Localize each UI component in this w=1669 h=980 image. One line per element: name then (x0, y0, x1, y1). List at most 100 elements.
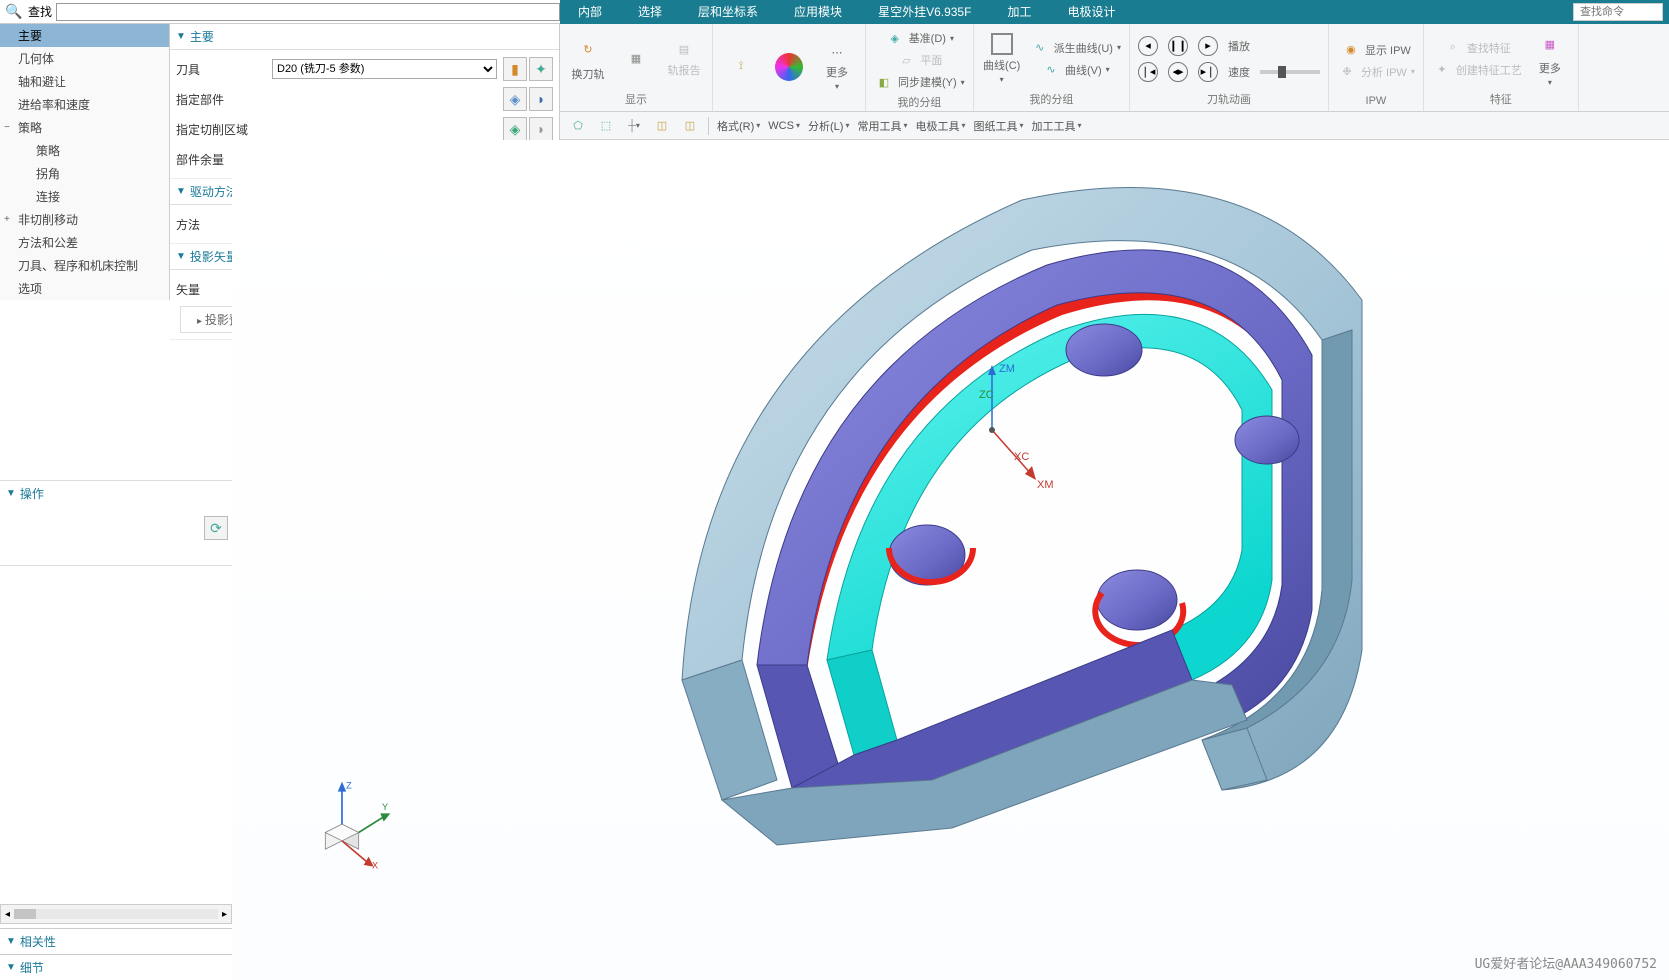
collapse-icon[interactable]: − (4, 122, 14, 133)
box2-icon[interactable]: ◫ (680, 116, 700, 136)
common-tools-menu[interactable]: 常用工具▾ (857, 118, 907, 134)
menu-item[interactable]: 应用模块 (776, 0, 860, 24)
speed-slider[interactable] (1260, 70, 1320, 74)
svg-text:Y: Y (382, 802, 388, 812)
navigation-tree: 主要 几何体 轴和避让 进给率和速度 −策略 策略 拐角 连接 +非切削移动 方… (0, 24, 170, 300)
tree-item-geometry[interactable]: 几何体 (0, 47, 169, 70)
ribbon-group-display: ↻换刀轨 ▦ ▤轨报告 显示 (560, 24, 713, 111)
pause-icon[interactable]: ❙❙ (1168, 36, 1188, 56)
tree-item-noncut[interactable]: +非切削移动 (0, 208, 169, 231)
details-panel-header[interactable]: ▼细节 (0, 954, 232, 980)
tool-icon-2[interactable]: ✦ (529, 57, 553, 81)
report-button: ▤轨报告 (664, 40, 704, 78)
tool-icon-1[interactable]: ▮ (503, 57, 527, 81)
tree-item-strategy-sub[interactable]: 策略 (0, 139, 169, 162)
tree-item-options[interactable]: 选项 (0, 277, 169, 300)
play-icon[interactable]: ▸ (1198, 36, 1218, 56)
part-flash-icon[interactable]: ◗ (529, 87, 553, 111)
svg-text:X: X (372, 860, 378, 870)
svg-text:Z: Z (346, 780, 352, 790)
cut-flash-icon[interactable]: ◗ (529, 117, 553, 141)
ribbon-group-ipw: ◉显示 IPW ❉分析 IPW▾ IPW (1329, 24, 1424, 111)
svg-text:XM: XM (1037, 479, 1054, 491)
section-main-header[interactable]: ▼主要 (170, 24, 559, 50)
menu-item[interactable]: 电极设计 (1049, 0, 1133, 24)
electrode-tools-menu[interactable]: 电极工具▾ (915, 118, 965, 134)
svg-text:ZM: ZM (999, 363, 1015, 375)
3d-viewport[interactable]: ZM ZC XC XM Z Y X UG爱好者论坛@AAA349060752 (232, 140, 1669, 980)
tool-select[interactable]: D20 (铣刀-5 参数) (272, 59, 497, 79)
tree-item-tool[interactable]: 刀具、程序和机床控制 (0, 254, 169, 277)
ribbon-group-label: 我的分组 (874, 94, 965, 110)
step-back-icon[interactable]: ◂▸ (1168, 62, 1188, 82)
ribbon: ↻换刀轨 ▦ ▤轨报告 显示 ⟟ ⋯更多▾ ◈基准(D)▾ ▱平面 ◧同步建模(… (560, 24, 1669, 112)
ribbon-group-misc: ⟟ ⋯更多▾ (713, 24, 866, 111)
rewind-icon[interactable]: ◂ (1138, 36, 1158, 56)
play-label: 播放 (1228, 38, 1250, 54)
curve2-button[interactable]: ∿曲线(V)▾ (1030, 60, 1121, 80)
derived-curve-button[interactable]: ∿派生曲线(U)▾ (1030, 38, 1121, 58)
view-triad: Z Y X (292, 770, 392, 870)
h-scrollbar[interactable]: ◂▸ (0, 904, 232, 924)
drawing-tools-menu[interactable]: 图纸工具▾ (973, 118, 1023, 134)
ribbon-group-mygroup2: 曲线(C)▾ ∿派生曲线(U)▾ ∿曲线(V)▾ 我的分组 (974, 24, 1130, 111)
search-command-input[interactable] (1573, 3, 1663, 21)
ribbon-group-label: 特征 (1432, 91, 1570, 107)
spec-part-label: 指定部件 (176, 91, 266, 108)
sync-model-button[interactable]: ◧同步建模(Y)▾ (874, 72, 965, 92)
machining-tools-menu[interactable]: 加工工具▾ (1032, 118, 1082, 134)
tree-item-corner[interactable]: 拐角 (0, 162, 169, 185)
tree-item-axis[interactable]: 轴和避让 (0, 70, 169, 93)
secondary-toolbar: ⬠ ⬚ ┼▾ ◫ ◫ 格式(R)▾ WCS▾ 分析(L)▾ 常用工具▾ 电极工具… (560, 112, 1669, 140)
bottom-left-panels: ◂▸ ▼相关性 ▼细节 (0, 904, 232, 980)
find-input[interactable] (56, 3, 560, 21)
colors-icon[interactable] (769, 53, 809, 81)
tool-path-button[interactable]: ↻换刀轨 (568, 36, 608, 82)
tree-item-connect[interactable]: 连接 (0, 185, 169, 208)
model-3d: ZM ZC XC XM (232, 140, 1669, 980)
menu-item[interactable]: 层和坐标系 (680, 0, 776, 24)
tool-label: 刀具 (176, 61, 266, 78)
cut-select-icon[interactable]: ◈ (503, 117, 527, 141)
skip-fwd-icon[interactable]: ▸❘ (1198, 62, 1218, 82)
datum-button[interactable]: ◈基准(D)▾ (874, 28, 965, 48)
more-button[interactable]: ⋯更多▾ (817, 42, 857, 91)
screw-icon[interactable]: ⟟ (721, 53, 761, 81)
skip-back-icon[interactable]: ❘◂ (1138, 62, 1158, 82)
main-menu-bar: 内部 选择 层和坐标系 应用模块 星空外挂V6.935F 加工 电极设计 (560, 0, 1669, 24)
ribbon-group-label: 刀轨动画 (1138, 91, 1320, 107)
analysis-menu[interactable]: 分析(L)▾ (808, 118, 849, 134)
ops-btn-1[interactable]: ⟳ (204, 516, 228, 540)
ribbon-group-mygroup1: ◈基准(D)▾ ▱平面 ◧同步建模(Y)▾ 我的分组 (866, 24, 974, 111)
expand-icon[interactable]: + (4, 214, 14, 225)
find-bar: 🔍 查找 (0, 0, 560, 24)
curve-button[interactable]: 曲线(C)▾ (982, 33, 1022, 84)
box1-icon[interactable]: ◫ (652, 116, 672, 136)
tree-item-main[interactable]: 主要 (0, 24, 169, 47)
menu-item[interactable]: 选择 (620, 0, 680, 24)
ribbon-group-feature: ⌕查找特征 ✦创建特征工艺 ▦更多▾ 特征 (1424, 24, 1579, 111)
show-ipw-button[interactable]: ◉显示 IPW (1337, 40, 1415, 60)
menu-item[interactable]: 内部 (560, 0, 620, 24)
plane-button: ▱平面 (874, 50, 965, 70)
tree-item-method[interactable]: 方法和公差 (0, 231, 169, 254)
grid-button[interactable]: ▦ (616, 49, 656, 69)
format-menu[interactable]: 格式(R)▾ (717, 118, 760, 134)
feature-more-button[interactable]: ▦更多▾ (1530, 30, 1570, 87)
svg-text:ZC: ZC (979, 389, 994, 401)
create-feature-button: ✦创建特征工艺 (1432, 60, 1522, 80)
menu-item[interactable]: 星空外挂V6.935F (860, 0, 989, 24)
cube-icon[interactable]: ⬚ (596, 116, 616, 136)
tree-item-strategy[interactable]: −策略 (0, 116, 169, 139)
analyze-ipw-button: ❉分析 IPW▾ (1337, 62, 1415, 82)
plus-icon[interactable]: ┼▾ (624, 116, 644, 136)
wcs-menu[interactable]: WCS▾ (768, 120, 800, 132)
binoculars-icon: 🔍 (4, 2, 24, 22)
part-select-icon[interactable]: ◈ (503, 87, 527, 111)
related-panel-header[interactable]: ▼相关性 (0, 928, 232, 954)
find-feature-button: ⌕查找特征 (1432, 38, 1522, 58)
menu-item[interactable]: 加工 (989, 0, 1049, 24)
find-label: 查找 (28, 3, 52, 20)
pentagon-icon[interactable]: ⬠ (568, 116, 588, 136)
tree-item-feed[interactable]: 进给率和速度 (0, 93, 169, 116)
